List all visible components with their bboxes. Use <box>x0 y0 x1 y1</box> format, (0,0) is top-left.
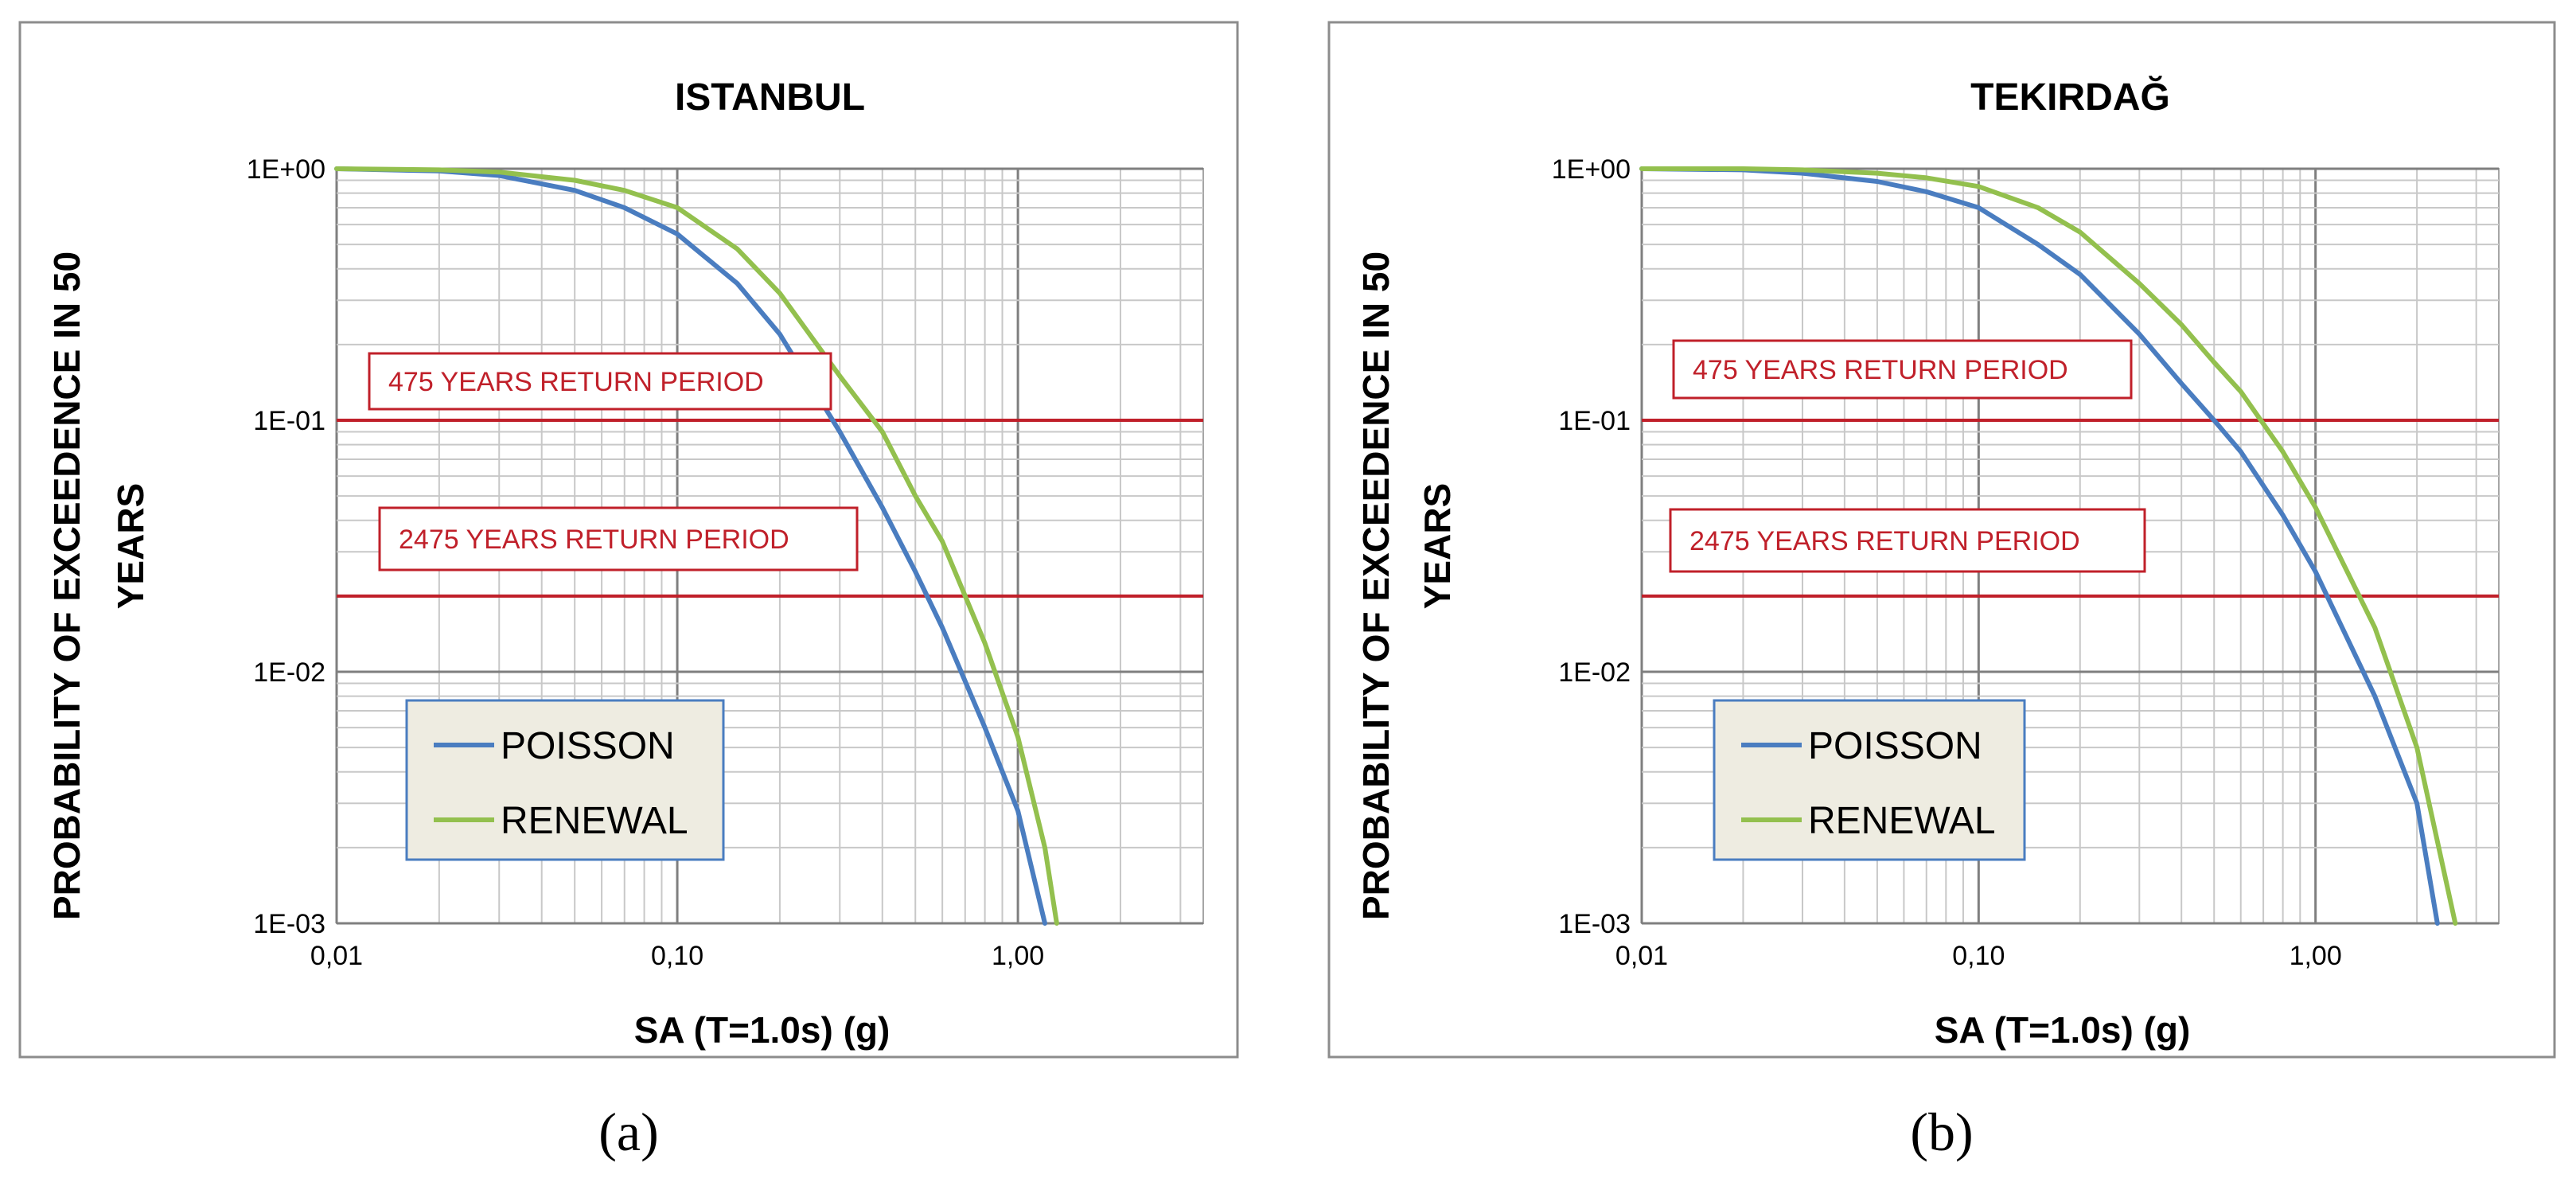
x-tick-label: 0,01 <box>1615 941 1668 971</box>
y-axis-label: PROBABILITY OF EXCEEDENCE IN 50 <box>1355 252 1397 920</box>
legend-label-renewal: RENEWAL <box>501 800 688 842</box>
panel-caption: (b) <box>1910 1102 1973 1162</box>
y-tick-label: 1E+00 <box>247 154 325 185</box>
legend-box <box>405 699 725 861</box>
legend-label-renewal: RENEWAL <box>1808 800 1996 842</box>
series-line-renewal <box>1639 166 2458 926</box>
x-tick-label: 0,10 <box>651 941 703 971</box>
series-line-poisson <box>334 166 1047 926</box>
chart-title: ISTANBUL <box>675 76 865 119</box>
return-period-label-box <box>368 352 832 411</box>
legend: POISSON RENEWAL <box>405 699 725 861</box>
legend: POISSON RENEWAL <box>1713 699 2026 861</box>
y-tick-label: 1E+00 <box>1552 154 1631 185</box>
x-tick-label: 1,00 <box>992 941 1044 971</box>
chart-panel-b: 0,01 0,10 1,00 1E+00 1E-01 1E-02 1E-03 TEKIRDAĞ… <box>1327 21 2556 1162</box>
return-period-label-box <box>1669 508 2146 573</box>
return-period-label-box <box>1672 339 2133 400</box>
legend-label-poisson: POISSON <box>1808 725 1982 767</box>
y-tick-label: 1E-01 <box>1558 406 1631 436</box>
return-period-label: 2475 YEARS RETURN PERIOD <box>1689 526 2080 556</box>
x-tick-label: 0,10 <box>1952 941 2005 971</box>
y-tick-label: 1E-03 <box>253 909 325 939</box>
y-axis-label-line2: YEARS <box>1417 483 1458 609</box>
x-tick-label: 0,01 <box>310 941 363 971</box>
y-axis-label: PROBABILITY OF EXCEEDENCE IN 50 <box>46 252 88 920</box>
return-period-label: 475 YEARS RETURN PERIOD <box>1693 355 2068 385</box>
y-axis-label-line2: YEARS <box>110 483 151 609</box>
panel-caption: (a) <box>598 1102 658 1162</box>
x-tick-label: 1,00 <box>2290 941 2342 971</box>
return-period-label: 2475 YEARS RETURN PERIOD <box>399 525 789 555</box>
y-tick-label: 1E-01 <box>253 406 325 436</box>
chart-title: TEKIRDAĞ <box>1970 76 2170 119</box>
y-tick-label: 1E-02 <box>253 657 325 688</box>
y-tick-label: 1E-02 <box>1558 657 1631 688</box>
y-tick-label: 1E-03 <box>1558 909 1631 939</box>
legend-box <box>1713 699 2026 861</box>
return-period-label: 475 YEARS RETURN PERIOD <box>388 367 764 397</box>
legend-label-poisson: POISSON <box>501 725 675 767</box>
series-line-poisson <box>1639 166 2440 926</box>
return-period-label-box <box>378 506 859 571</box>
x-axis-label: SA (T=1.0s) (g) <box>1935 1009 2191 1051</box>
series-line-renewal <box>334 166 1059 926</box>
chart-panel-a: 0,01 0,10 1,00 1E+00 1E-01 1E-02 1E-03 ISTANBUL… <box>18 21 1239 1162</box>
x-axis-label: SA (T=1.0s) (g) <box>634 1009 890 1051</box>
